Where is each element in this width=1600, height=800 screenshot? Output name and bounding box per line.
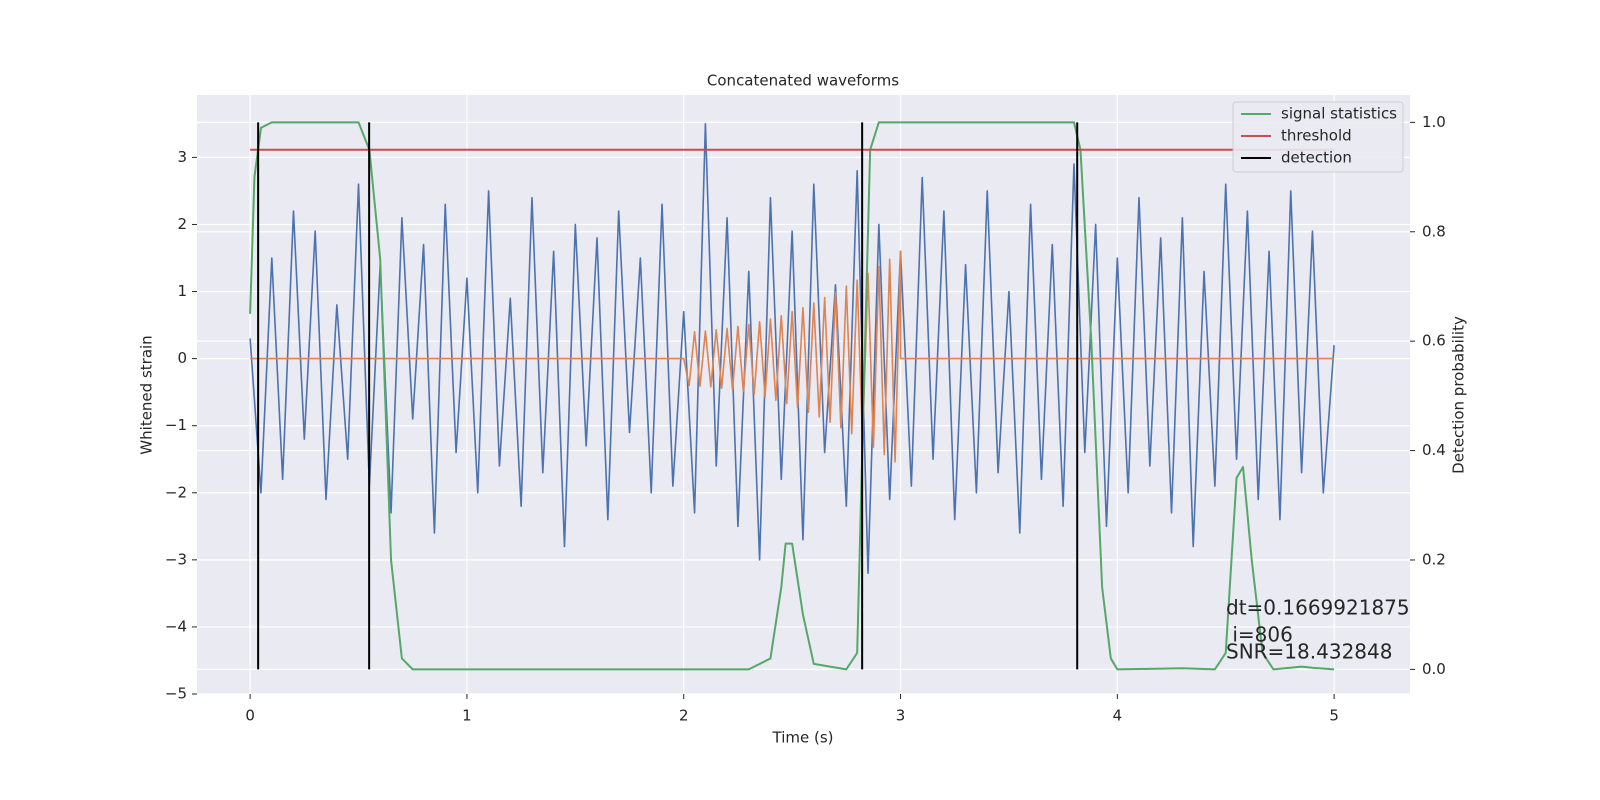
y-tick-label: −1 xyxy=(165,416,187,434)
y2-tick-label: 0.0 xyxy=(1422,660,1446,678)
labels: 0 1 2 3 4 5 −5 −4 −3 −2 −1 0 1 2 3 0.0 0.2 0.4 0.6 0.8 1.0 xyxy=(165,113,1446,725)
x-tick-label: 0 xyxy=(245,707,255,725)
legend-label: signal statistics xyxy=(1281,105,1397,123)
series-line xyxy=(249,121,1335,671)
y-tick-label: 1 xyxy=(177,282,187,300)
y2-tick-label: 0.8 xyxy=(1422,222,1446,240)
y2-tick-label: 0.2 xyxy=(1422,550,1446,568)
plot-area xyxy=(197,95,1410,694)
x-tick-label: 2 xyxy=(679,707,689,725)
legend-label: threshold xyxy=(1281,127,1352,145)
series-line xyxy=(249,123,1335,575)
series-line xyxy=(250,250,1335,463)
y-tick-label: 2 xyxy=(177,215,187,233)
legend-box xyxy=(1232,101,1404,173)
annotation: SNR=18.432848 xyxy=(1226,640,1392,664)
y-tick-label: −5 xyxy=(165,685,187,703)
y2-tick-label: 0.6 xyxy=(1422,332,1446,350)
x-tick-label: 3 xyxy=(896,707,906,725)
y-axis-label: Whitened strain xyxy=(138,335,156,454)
annotation: i=806 xyxy=(1226,623,1293,647)
y-tick-label: 3 xyxy=(177,148,187,166)
y-tick-label: −2 xyxy=(165,483,187,501)
y2-axis-label: Detection probability xyxy=(1450,316,1468,474)
x-axis-label: Time (s) xyxy=(772,729,834,747)
y-tick-label: −4 xyxy=(165,617,187,635)
x-tick-label: 1 xyxy=(462,707,472,725)
y-tick-label: 0 xyxy=(177,349,187,367)
y-tick-label: −3 xyxy=(165,550,187,568)
y2-tick-label: 0.4 xyxy=(1422,441,1446,459)
marks xyxy=(249,121,1335,671)
legend: signal statistics threshold detection xyxy=(1232,101,1404,173)
x-tick-label: 5 xyxy=(1329,707,1339,725)
chart-title: Concatenated waveforms xyxy=(707,72,899,90)
x-tick-label: 4 xyxy=(1113,707,1123,725)
y2-tick-label: 1.0 xyxy=(1422,113,1446,131)
legend-label: detection xyxy=(1281,149,1352,167)
annotation: dt=0.1669921875 xyxy=(1226,596,1410,620)
